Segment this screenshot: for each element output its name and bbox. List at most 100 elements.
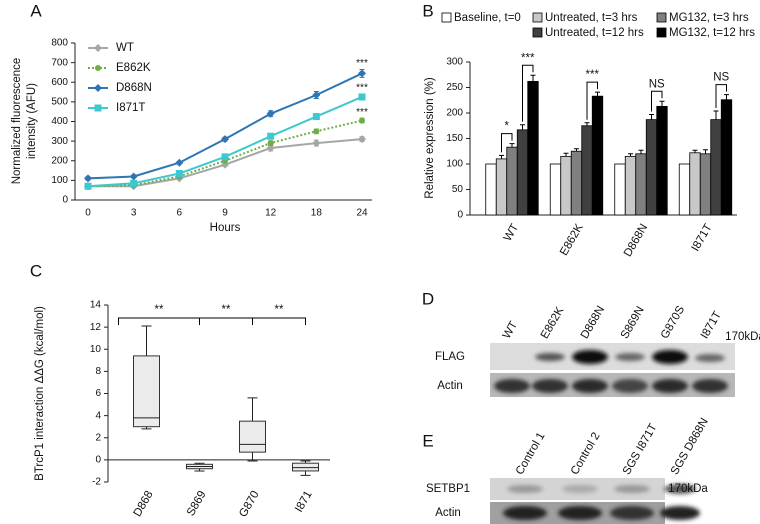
x-tick-label: S869: [185, 489, 209, 518]
lane-label: E862K: [539, 305, 567, 341]
point: [358, 93, 366, 101]
significance-label: **: [275, 304, 284, 316]
bar: [710, 119, 722, 216]
point: [130, 179, 138, 187]
legend-label: Untreated, t=12 hrs: [545, 27, 644, 39]
y-tick-label: 10: [90, 344, 102, 355]
bar: [485, 163, 497, 216]
point: [84, 174, 92, 183]
point: [313, 128, 320, 135]
x-tick-label: WT: [502, 222, 521, 243]
y-tick-label: 0: [457, 210, 463, 221]
y-axis-label: Normalized fluorescence intensity (AFU): [11, 57, 38, 185]
legend-swatch: [656, 27, 667, 38]
size-label: 170kDa: [668, 483, 708, 495]
x-tick-label: 9: [222, 208, 228, 219]
legend-marker: [95, 65, 101, 71]
box: [292, 462, 319, 472]
x-tick-label: 6: [177, 208, 183, 219]
blot-bands: [507, 484, 696, 494]
point: [221, 135, 229, 144]
point: [358, 69, 366, 78]
lane-label: G870S: [659, 304, 687, 341]
significance-label: ***: [586, 69, 600, 81]
bar: [678, 163, 691, 216]
significance-label: NS: [649, 78, 665, 90]
lane-label: SGS I871T: [621, 422, 660, 477]
y-tick-label: 0: [95, 455, 101, 466]
bar: [560, 155, 572, 216]
error-bar: [703, 149, 708, 154]
box: [239, 420, 266, 453]
point: [312, 91, 321, 100]
point: [175, 170, 183, 178]
x-tick-label: 18: [311, 208, 323, 219]
row-label: Actin: [435, 507, 461, 519]
bar: [656, 105, 668, 216]
point: [221, 153, 229, 161]
significance-bracket: [252, 317, 306, 325]
point: [267, 140, 274, 147]
point: [266, 143, 275, 152]
bar: [591, 95, 604, 216]
x-tick-label: 0: [85, 208, 91, 219]
legend-label: Baseline, t=0: [454, 12, 521, 24]
significance-label: ***: [356, 58, 368, 69]
bar: [699, 153, 712, 216]
significance-bracket: [118, 317, 200, 325]
legend-marker: [94, 44, 102, 52]
y-tick-label: 4: [95, 410, 101, 421]
y-tick-label: 300: [446, 57, 463, 68]
legend-label: E862K: [116, 62, 151, 74]
error-bar: [499, 154, 504, 159]
legend-swatch: [441, 12, 452, 23]
bar: [720, 99, 733, 216]
point: [312, 139, 321, 148]
error-bar: [628, 153, 633, 157]
y-tick-label: 200: [446, 108, 463, 119]
panel-label: B: [422, 1, 433, 20]
bar: [495, 158, 508, 216]
bar: [635, 153, 647, 216]
error-bar: [724, 94, 729, 100]
x-tick-label: 3: [131, 208, 137, 219]
legend-label: I871T: [116, 102, 145, 114]
significance-label: ***: [356, 83, 368, 94]
y-tick-label: 400: [51, 116, 68, 127]
y-tick-label: -2: [92, 477, 101, 488]
y-tick-label: 50: [452, 184, 464, 195]
bar: [549, 163, 562, 216]
y-tick-label: 600: [51, 77, 68, 88]
lane-label: I871T: [699, 310, 724, 341]
point: [267, 132, 275, 140]
y-tick-label: 500: [51, 97, 68, 108]
x-tick-label: I871T: [690, 222, 715, 253]
significance-bracket: [199, 317, 253, 325]
significance-label: *: [505, 121, 510, 133]
error-bar: [584, 122, 590, 126]
point: [129, 172, 138, 181]
error-bar: [649, 114, 654, 120]
blot-e: [490, 478, 700, 524]
legend-label: MG132, t=3 hrs: [669, 12, 749, 24]
significance-bracket: [522, 64, 534, 122]
error-bar: [595, 91, 600, 97]
x-tick-label: D868: [132, 489, 156, 519]
y-tick-label: 12: [90, 322, 102, 333]
blot-d: [490, 343, 735, 397]
row-label: SETBP1: [426, 483, 470, 495]
y-axis-label: BTrcP1 interaction ΔΔG (kcal/mol): [34, 306, 46, 481]
legend-label: Untreated, t=3 hrs: [545, 12, 638, 24]
point: [312, 113, 320, 121]
lane-label: S869N: [619, 305, 647, 341]
lane-label: SGS D868N: [669, 416, 711, 477]
blot-bands: [535, 350, 725, 364]
legend-marker: [94, 104, 102, 112]
bar: [645, 119, 658, 216]
y-tick-label: 6: [95, 388, 101, 399]
bar: [581, 125, 593, 216]
x-tick-label: I871: [293, 489, 315, 514]
lane-label: Control 2: [569, 431, 603, 477]
